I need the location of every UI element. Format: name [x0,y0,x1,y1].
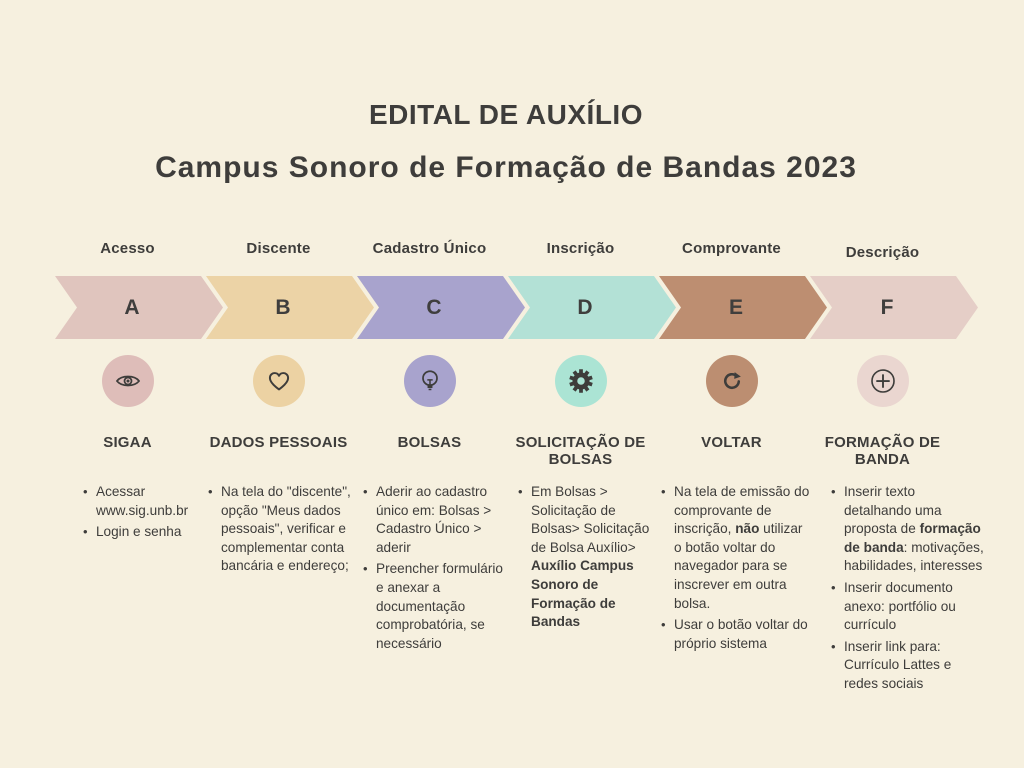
step-label: Comprovante [682,240,781,257]
step-label: Discente [246,240,311,257]
step-bullet-list: Acessar www.sig.unb.br Login e senha [52,483,203,545]
arrow-spacer [203,276,354,340]
step-label: Cadastro Único [372,240,487,257]
icon-row [52,340,203,407]
step-bullet-list: Em Bolsas > Solicitação de Bolsas> Solic… [505,483,660,635]
step-bullet-list: Na tela de emissão do comprovante de ins… [656,483,811,656]
step-letter: E [728,296,743,319]
refresh-icon [723,372,741,390]
arrow-chevron-f: F [810,276,978,339]
step-bullet-list: Inserir texto detalhando uma proposta de… [807,483,984,697]
step-heading: FORMAÇÃO DE BANDA [824,434,941,468]
step-icon-circle [856,355,909,407]
step-letter: A [124,296,140,319]
step-heading: SOLICITAÇÃO DE BOLSAS [515,434,646,468]
step-icon-circle [403,355,456,407]
eye-icon [115,375,140,387]
arrow-spacer [354,276,505,340]
step-icon-circle [554,355,607,407]
step-label: Acesso [100,240,155,257]
step-letter: C [426,296,442,319]
page-subtitle: Campus Sonoro de Formação de Bandas 2023 [155,151,857,184]
arrow-spacer [52,276,203,340]
lightbulb-icon [421,370,438,391]
step-icon-circle [705,355,758,407]
icon-row [203,340,354,407]
list-item: Login e senha [82,523,203,542]
icon-row [354,340,505,407]
arrow-chevron-a: A [55,276,223,339]
list-item: Preencher formulário e anexar a document… [362,560,505,653]
arrow-spacer [807,276,958,340]
arrow-chevron-e: E [659,276,827,339]
page-title: EDITAL DE AUXÍLIO [369,99,643,130]
step-icon-circle [101,355,154,407]
arrow-spacer [656,276,807,340]
step-columns: Acesso SIGAA Acessar www.sig.unb.br Login… [52,240,984,697]
gear-icon [568,369,593,393]
step-column: Cadastro Único BOLSAS Aderir ao cadastro… [354,240,505,697]
step-label: Descrição [845,244,920,261]
icon-row [807,340,958,407]
list-item: Na tela do "discente", opção "Meus dados… [207,483,364,576]
step-column: Descrição FORMAÇÃO DE BANDA Inserir text… [807,240,984,697]
step-letter: D [577,296,593,319]
step-column: Acesso SIGAA Acessar www.sig.unb.br Login… [52,240,203,697]
list-item: Inserir link para: Currículo Lattes e re… [830,638,984,694]
plus-circle-icon [870,369,895,393]
list-item: Na tela de emissão do comprovante de ins… [660,483,811,613]
step-label: Inscrição [546,240,615,257]
step-heading: SIGAA [103,434,152,451]
list-item: Acessar www.sig.unb.br [82,483,203,520]
arrow-spacer [505,276,656,340]
step-heading: VOLTAR [701,434,762,451]
step-icon-circle [252,355,305,407]
step-bullet-list: Na tela do "discente", opção "Meus dados… [203,483,364,579]
step-column: Inscrição SOLICITAÇÃO DE BOLSAS Em Bolsa… [505,240,656,697]
step-heading: BOLSAS [397,434,462,451]
heart-icon [268,372,289,391]
icon-row [656,340,807,407]
arrow-chevron-d: D [508,276,676,339]
arrow-chevron-b: B [206,276,374,339]
list-item: Aderir ao cadastro único em: Bolsas > Ca… [362,483,505,557]
step-bullet-list: Aderir ao cadastro único em: Bolsas > Ca… [354,483,505,656]
step-letter: B [275,296,291,319]
list-item: Inserir documento anexo: portfólio ou cu… [830,579,984,635]
icon-row [505,340,656,407]
step-column: Discente DADOS PESSOAIS Na tela do "disc… [203,240,354,697]
step-letter: F [880,296,894,319]
process-arrow-band: A B C D E F [0,276,1024,339]
step-column: Comprovante VOLTAR Na tela de emissão do… [656,240,809,697]
arrow-chevron-c: C [357,276,525,339]
list-item: Usar o botão voltar do próprio sistema [660,616,811,653]
list-item: Em Bolsas > Solicitação de Bolsas> Solic… [517,483,660,632]
list-item: Inserir texto detalhando uma proposta de… [830,483,984,576]
step-heading: DADOS PESSOAIS [209,434,348,451]
